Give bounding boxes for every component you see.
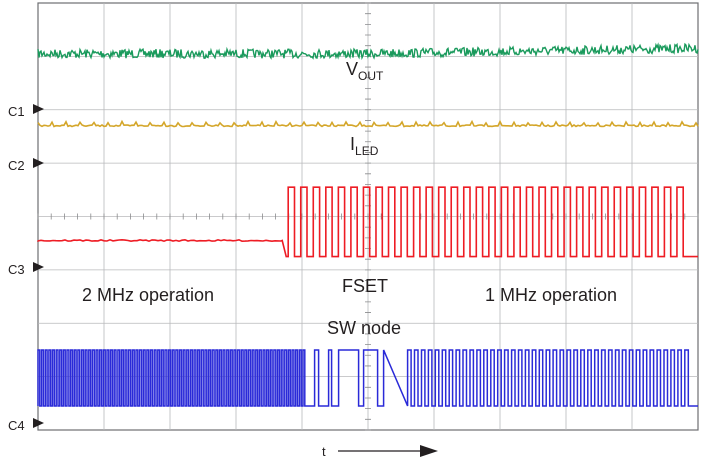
scope-grid (37, 2, 699, 431)
channel-marker-c3: C3 (8, 262, 44, 277)
svg-text:ILED: ILED (350, 134, 379, 158)
sw-node-label: SW node (327, 318, 401, 338)
vout-label: VOUT (346, 59, 384, 83)
svg-text:C3: C3 (8, 262, 25, 277)
fset-trace (37, 186, 698, 258)
time-axis-indicator: t (322, 444, 438, 458)
vout-trace (37, 42, 699, 61)
svg-text:C4: C4 (8, 418, 25, 433)
svg-text:C2: C2 (8, 158, 25, 173)
svg-text:VOUT: VOUT (346, 59, 384, 83)
iled-trace (37, 119, 699, 128)
time-axis-label: t (322, 444, 326, 458)
svg-text:C1: C1 (8, 104, 25, 119)
channel-marker-c1: C1 (8, 104, 44, 119)
fset-label: FSET (342, 276, 388, 296)
annotation-1mhz: 1 MHz operation (485, 285, 617, 305)
arrow-right-icon (420, 445, 438, 457)
channel-marker-c4: C4 (8, 418, 44, 433)
scope-traces (37, 42, 699, 407)
channel-marker-c2: C2 (8, 158, 44, 173)
grid-center-ticks (37, 2, 699, 431)
annotation-2mhz: 2 MHz operation (82, 285, 214, 305)
sw-node-trace (37, 349, 698, 407)
iled-label: ILED (350, 134, 379, 158)
